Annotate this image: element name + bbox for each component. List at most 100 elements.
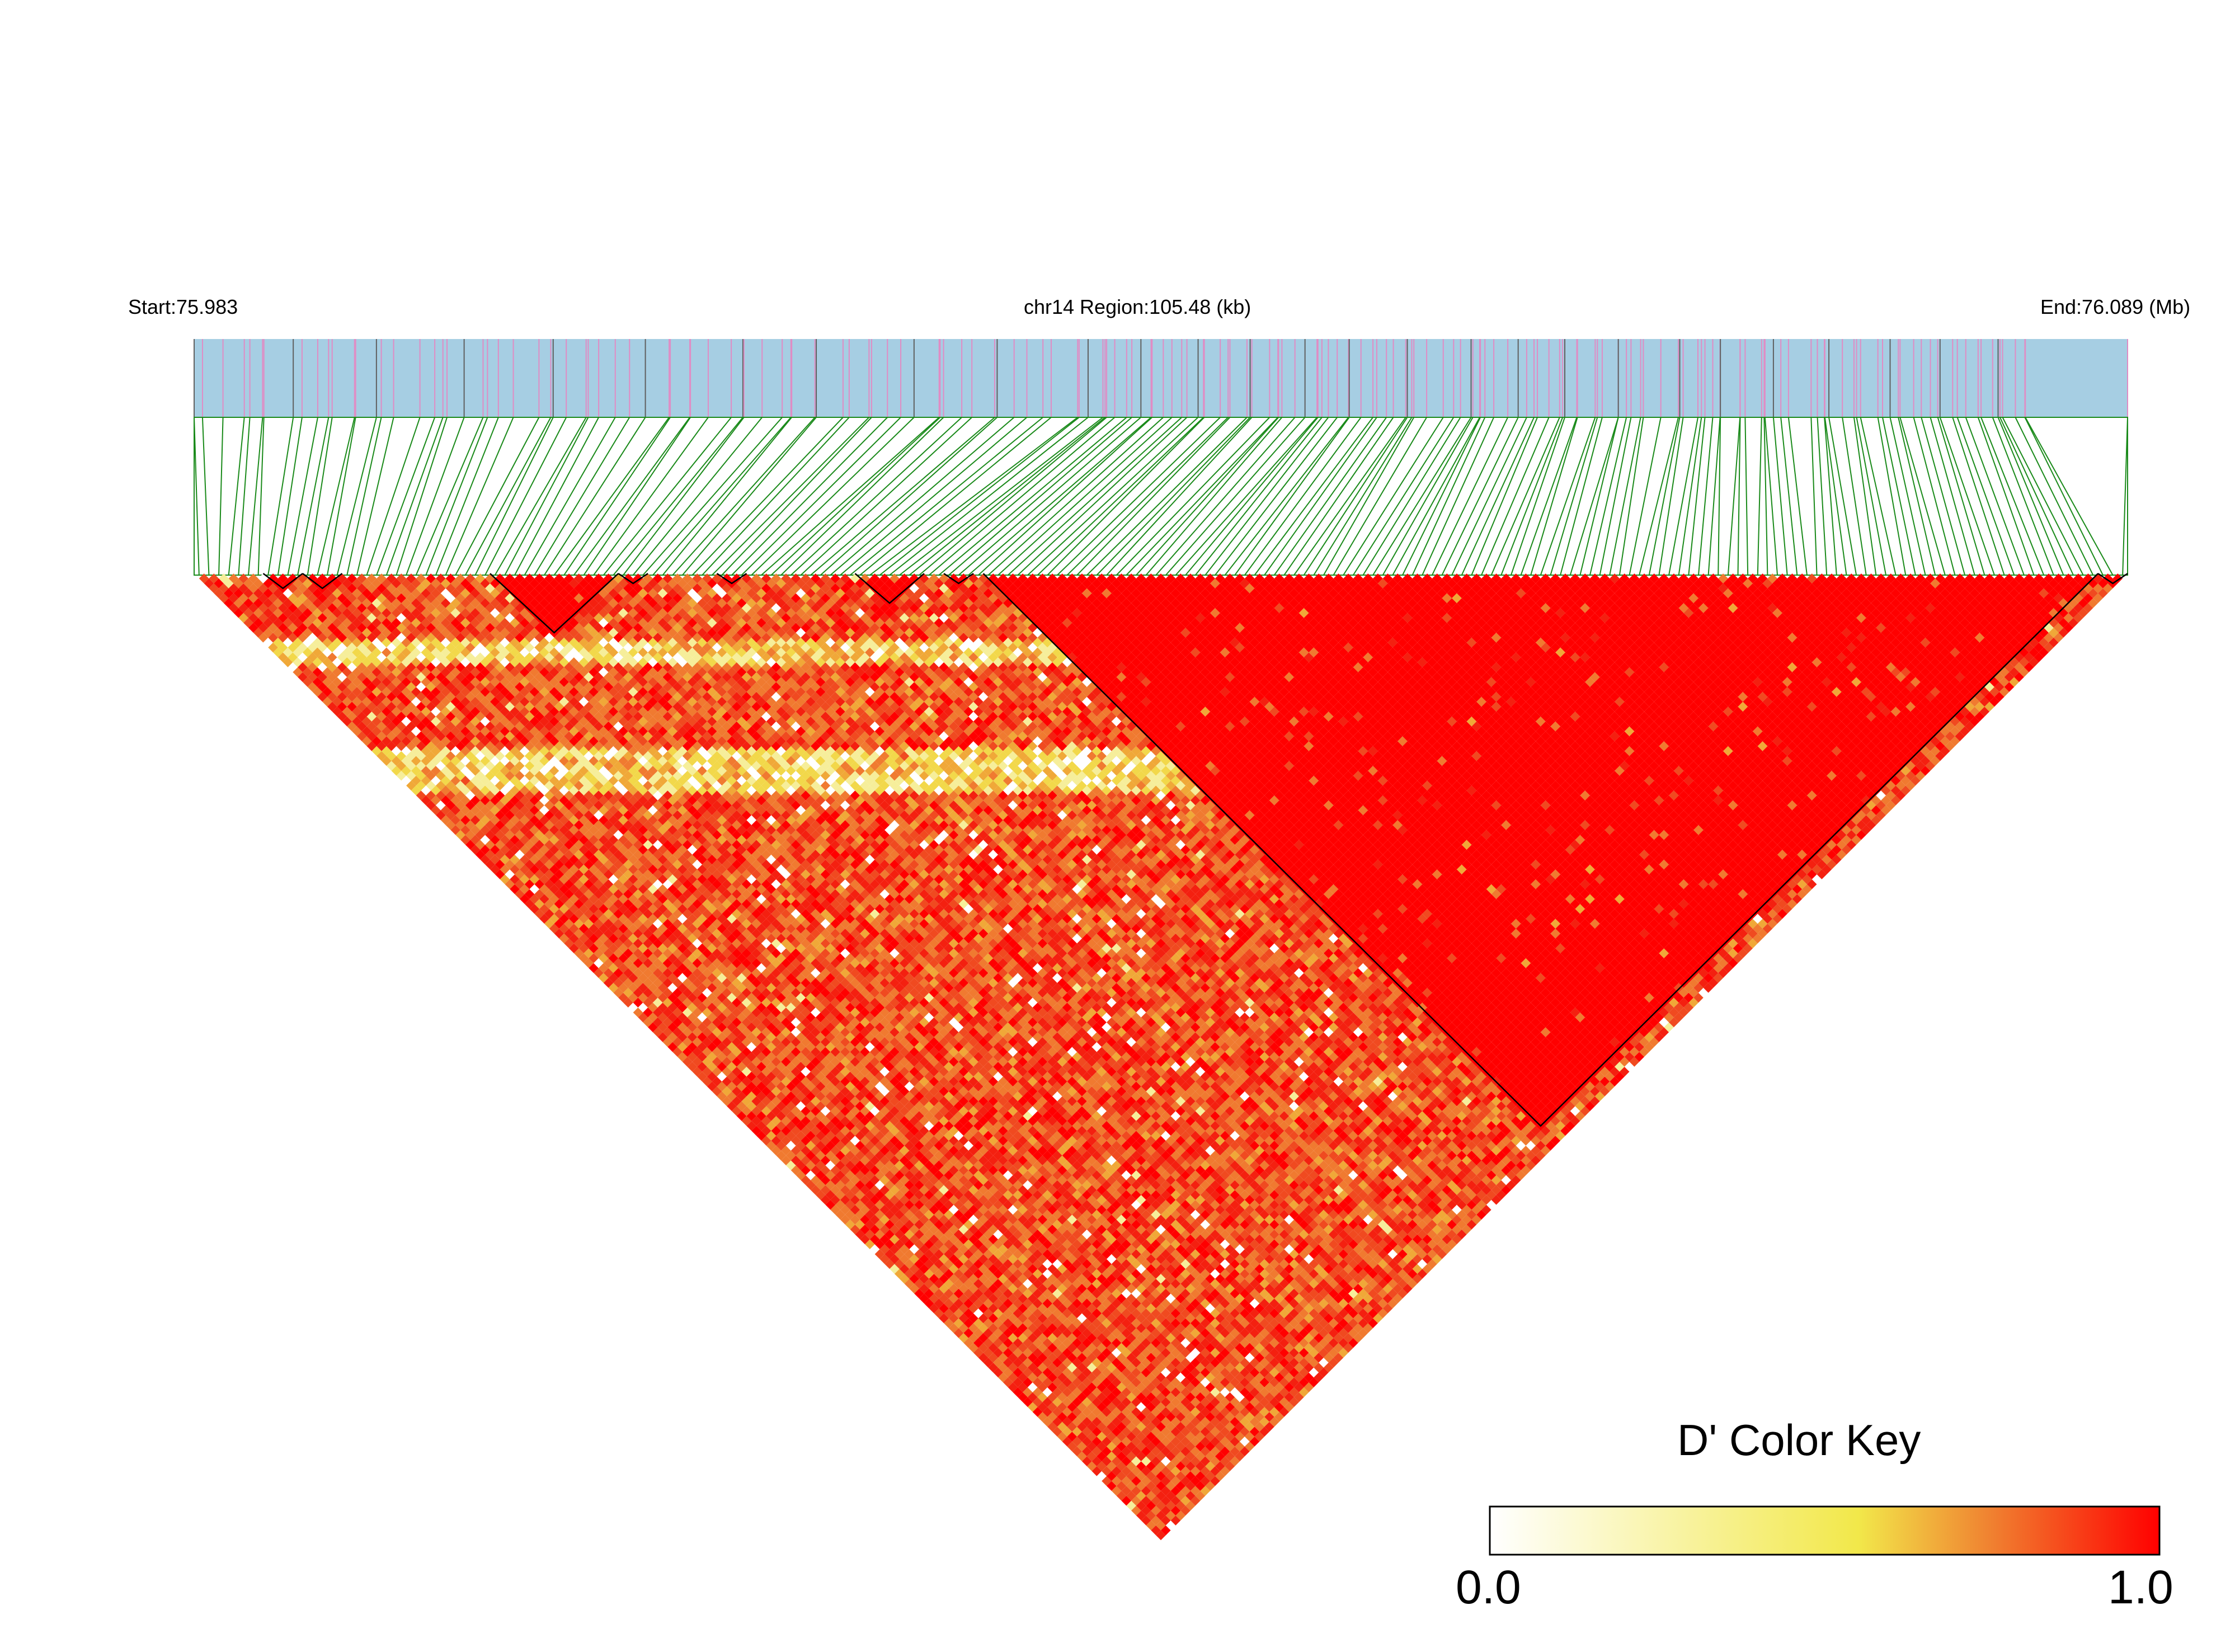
snp-connector-line	[997, 417, 1173, 576]
snp-connector-line	[1066, 417, 1229, 576]
ld-cell	[1136, 1500, 1146, 1511]
snp-connector-line	[1889, 417, 1926, 576]
ld-cell	[411, 785, 421, 796]
ld-cell	[283, 657, 293, 667]
ld-cell	[899, 1264, 910, 1274]
ld-cell	[298, 662, 308, 672]
ld-cell	[1008, 1372, 1018, 1383]
snp-connector-line	[218, 417, 224, 576]
snp-connector-line	[1283, 417, 1394, 576]
ld-cell	[1086, 1461, 1097, 1471]
snp-connector-line	[573, 417, 690, 576]
ld-cell	[223, 588, 234, 599]
ld-cell	[396, 770, 407, 781]
ld-cell	[1136, 1491, 1146, 1501]
ld-cell	[652, 1008, 663, 1018]
ld-cell	[929, 1303, 939, 1314]
ld-cell	[396, 741, 407, 751]
ld-cell	[1023, 1377, 1033, 1387]
ld-cell	[1057, 1432, 1067, 1442]
ld-cell	[361, 707, 372, 717]
snp-connector-line	[297, 417, 330, 576]
ld-cell	[761, 1126, 771, 1136]
ld-cell	[584, 958, 594, 968]
ld-cell	[480, 845, 490, 855]
snp-connector-line	[1609, 417, 1641, 576]
ld-cell	[958, 1313, 969, 1324]
snp-connector-line	[1882, 417, 1916, 576]
snp-connector-line	[1853, 417, 1877, 576]
snp-connector-line	[1352, 417, 1455, 576]
snp-connector-line	[1027, 417, 1199, 576]
ld-cell	[283, 628, 293, 638]
ld-cell	[327, 691, 337, 702]
ld-cell	[361, 716, 372, 727]
snp-connector-line	[396, 417, 448, 576]
snp-connector-line	[791, 417, 962, 576]
ld-cell	[1057, 1422, 1067, 1432]
ld-cell	[534, 899, 544, 909]
snp-connector-line	[287, 417, 318, 576]
ld-cell	[968, 1343, 978, 1353]
snp-connector-line	[1787, 417, 1808, 576]
ld-cell	[1107, 1461, 1117, 1471]
ld-cell	[815, 1180, 826, 1190]
ld-cell	[1027, 1402, 1038, 1412]
ld-cell	[998, 1353, 1008, 1363]
ld-cell	[662, 1027, 673, 1037]
ld-cell	[524, 899, 535, 909]
snp-connector-line	[702, 417, 850, 576]
snp-connector-line	[899, 417, 1104, 576]
snp-connector-line	[652, 417, 792, 576]
ld-cell	[421, 785, 431, 796]
ld-cell	[993, 1357, 1003, 1368]
ld-cell	[573, 928, 584, 939]
ld-cell	[573, 948, 584, 958]
snp-connector-line	[1921, 417, 1966, 576]
snp-connector-line	[307, 417, 333, 576]
ld-cell	[371, 746, 382, 756]
ld-cell	[450, 815, 461, 825]
ld-cell	[352, 707, 362, 717]
ld-cell	[391, 766, 402, 776]
ld-cell	[1086, 1451, 1097, 1462]
snp-connector-line	[1126, 417, 1278, 576]
ld-cell	[603, 968, 614, 978]
ld-cell	[1161, 1525, 1171, 1536]
ld-cell	[1097, 1471, 1107, 1481]
snp-connector-line	[1106, 417, 1253, 576]
ld-cell	[939, 1293, 949, 1303]
ld-cell	[391, 746, 402, 756]
snp-connector-line	[1939, 417, 1995, 576]
snp-connector-line	[2025, 417, 2114, 576]
ld-cell	[598, 973, 609, 983]
ld-cell	[495, 849, 505, 860]
ld-cell	[490, 864, 500, 874]
ld-cell	[796, 1150, 806, 1161]
ld-cell	[416, 790, 426, 801]
snp-connector-line	[1244, 417, 1362, 576]
snp-connector-line	[1727, 417, 1741, 576]
ld-cell	[352, 696, 362, 707]
ld-cell	[1013, 1377, 1023, 1387]
snp-connector-line	[346, 417, 382, 576]
ld-cell	[944, 1298, 954, 1309]
ld-cell	[248, 623, 258, 633]
ld-cell	[505, 869, 515, 879]
ld-cell	[623, 978, 633, 988]
snp-connector-line	[968, 417, 1152, 576]
snp-connector-line	[1965, 417, 2025, 576]
snp-connector-line	[1411, 417, 1486, 576]
ld-cell	[564, 919, 574, 929]
ld-cell	[652, 1017, 663, 1028]
ld-cell	[894, 1249, 905, 1259]
ld-cell	[248, 613, 258, 623]
ld-cell	[559, 933, 570, 944]
ld-cell	[1146, 1500, 1156, 1511]
snp-connector-line	[1824, 417, 1837, 576]
ld-cell	[426, 780, 436, 791]
snp-connector-line	[327, 417, 356, 576]
snp-connector-line	[840, 417, 1028, 576]
snp-connector-line	[247, 417, 264, 576]
ld-cell	[366, 731, 377, 741]
